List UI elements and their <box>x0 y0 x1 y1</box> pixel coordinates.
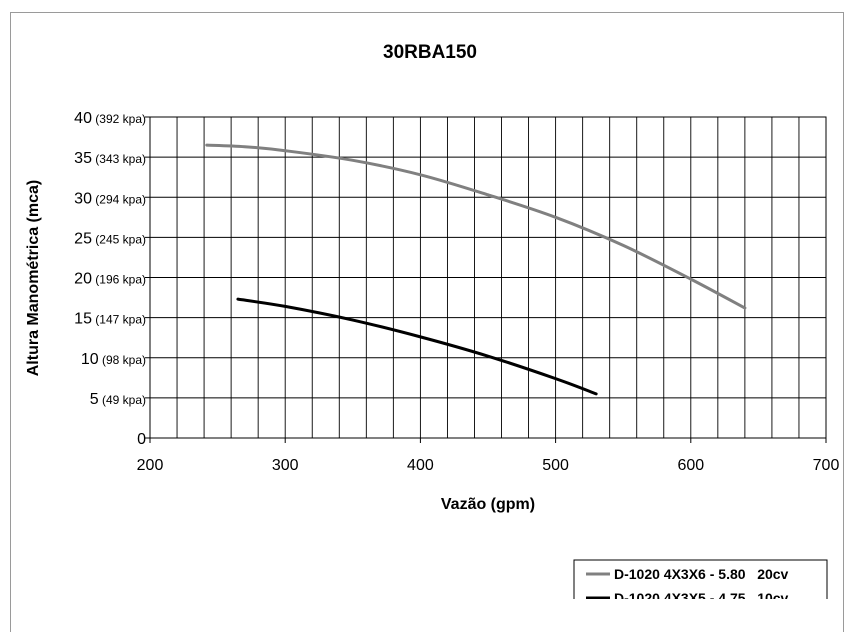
y-axis-ticks: 0 5 (49 kpa) 10 (98 kpa) 15 (147 kpa) 20 (19… <box>74 110 150 448</box>
x-axis-ticks: 200 300 400 500 600 700 <box>137 438 840 474</box>
y-tick-label: 5 (49 kpa) <box>90 391 146 408</box>
y-tick-label: 10 (98 kpa) <box>81 351 146 368</box>
y-tick-label: 30 (294 kpa) <box>74 190 146 207</box>
series-line-2 <box>236 297 598 396</box>
chart-frame <box>10 12 844 632</box>
x-tick-label: 600 <box>677 457 704 474</box>
y-tick-label: 40 (392 kpa) <box>74 110 146 127</box>
y-tick-label: 25 (245 kpa) <box>74 230 146 247</box>
legend-label-series-2: D-1020 4X3X5 - 4.75 10cv <box>614 590 789 599</box>
chart-title: 30RBA150 <box>383 42 477 63</box>
y-tick-label: 0 <box>137 431 146 448</box>
chart: 30RBA150 0 5 (49 kpa) 10 (98 kpa) 15 (147 k… <box>25 42 840 599</box>
x-tick-label: 300 <box>272 457 299 474</box>
grid <box>150 117 826 438</box>
x-tick-label: 400 <box>407 457 434 474</box>
series <box>205 143 747 396</box>
series-line-1 <box>205 143 747 310</box>
x-tick-label: 200 <box>137 457 164 474</box>
legend: D-1020 4X3X6 - 5.80 20cv D-1020 4X3X5 - … <box>573 559 828 599</box>
x-axis-title: Vazão (gpm) <box>441 496 535 513</box>
y-axis-title: Altura Manométrica (mca) <box>25 180 42 377</box>
legend-label-series-1: D-1020 4X3X6 - 5.80 20cv <box>614 566 789 582</box>
x-tick-label: 500 <box>542 457 569 474</box>
y-tick-label: 35 (343 kpa) <box>74 150 146 167</box>
legend-box <box>573 559 828 599</box>
x-tick-label: 700 <box>813 457 840 474</box>
y-tick-label: 15 (147 kpa) <box>74 311 146 328</box>
y-tick-label: 20 (196 kpa) <box>74 271 146 288</box>
